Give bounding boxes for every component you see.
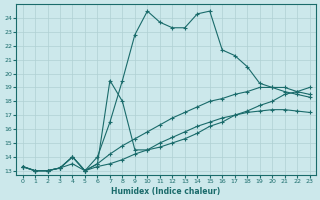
X-axis label: Humidex (Indice chaleur): Humidex (Indice chaleur) [111,187,221,196]
